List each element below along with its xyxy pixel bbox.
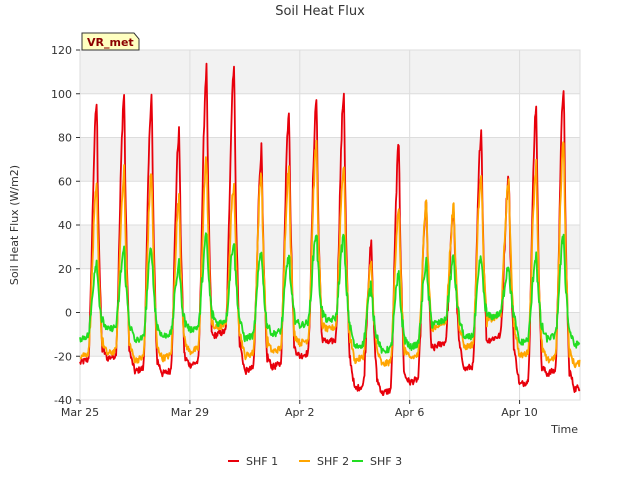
x-axis-label: Time [550,423,578,436]
site-badge-text: VR_met [87,36,134,49]
series-line-3 [79,232,581,354]
x-tick-label: Apr 6 [395,406,425,419]
legend-label: SHF 3 [370,455,402,468]
y-tick-label: 60 [58,175,72,188]
x-axis-ticks: Mar 25 Mar 29 Apr 2 Apr 6 Apr 10 [61,400,538,419]
site-badge: VR_met [81,32,140,51]
plot-band [80,50,580,94]
series-line-1 [79,62,581,397]
y-tick-label: -40 [54,394,72,407]
plot-band [80,356,580,400]
chart-title: Soil Heat Flux [275,4,365,19]
legend: SHF 1 SHF 2 SHF 3 [228,455,402,468]
y-axis-ticks: -40 -20 0 20 40 60 80 100 120 [51,44,80,407]
x-tick-label: Mar 29 [171,406,209,419]
y-axis-label: Soil Heat Flux (W/m2) [8,165,21,285]
plot-band [80,93,580,138]
x-tick-label: Mar 25 [61,406,99,419]
plot-band [80,181,580,225]
legend-label: SHF 2 [317,455,349,468]
plot-band [80,268,580,313]
site-badge-box [81,32,140,51]
y-tick-label: 0 [65,307,72,320]
series-lines [79,62,581,397]
x-tick-label: Apr 2 [285,406,315,419]
plot-background-bands [80,50,580,400]
legend-label: SHF 1 [246,455,278,468]
y-tick-label: 80 [58,132,72,145]
y-tick-label: 20 [58,263,72,276]
plot-band [80,225,580,269]
y-tick-label: -20 [54,350,72,363]
y-tick-label: 120 [51,44,72,57]
y-tick-label: 40 [58,219,72,232]
y-tick-label: 100 [51,88,72,101]
x-tick-label: Apr 10 [501,406,538,419]
plot-band [80,137,580,182]
